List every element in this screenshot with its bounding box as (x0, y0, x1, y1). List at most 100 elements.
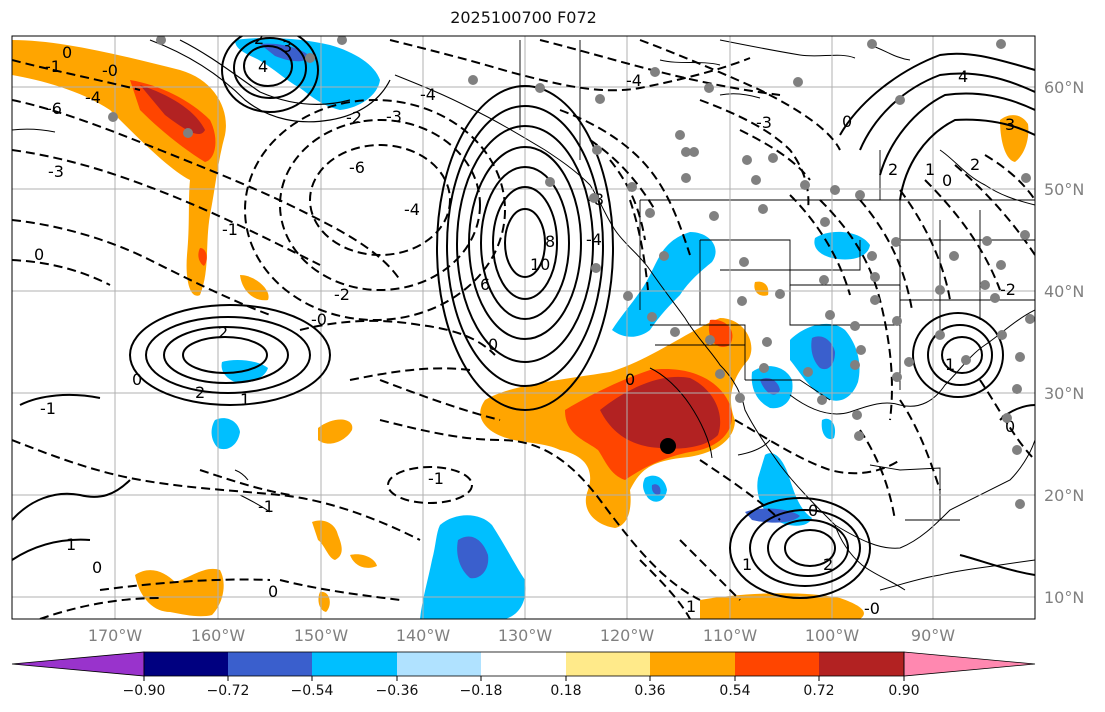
svg-text:0: 0 (34, 245, 44, 264)
colorbar-tick-label: −0.90 (122, 683, 166, 699)
lat-label: 10°N (1044, 588, 1085, 607)
svg-text:-0: -0 (864, 599, 880, 618)
svg-text:-6: -6 (46, 99, 62, 118)
thin-contours (149, 39, 391, 123)
svg-text:3: 3 (282, 37, 292, 56)
svg-text:1: 1 (66, 535, 76, 554)
colorbar-swatch-7 (650, 652, 735, 676)
lat-label: 60°N (1044, 78, 1085, 97)
colorbar-tick-label: 0.36 (634, 683, 666, 699)
lon-label: 90°W (910, 626, 956, 645)
svg-text:1: 1 (925, 160, 935, 179)
svg-text:-3: -3 (48, 162, 64, 181)
svg-text:-4: -4 (420, 85, 436, 104)
svg-text:2: 2 (970, 155, 980, 174)
solid-contours (12, 36, 1035, 599)
svg-text:0: 0 (488, 335, 498, 354)
lon-label: 120°W (599, 626, 655, 645)
svg-text:6: 6 (480, 275, 490, 294)
political-borders (519, 40, 1035, 521)
positive-anomaly-shading (12, 40, 1029, 619)
svg-text:-1: -1 (45, 57, 61, 76)
colorbar-swatch-10 (903, 651, 1036, 677)
svg-text:2: 2 (218, 323, 228, 342)
svg-text:-4: -4 (626, 71, 642, 90)
colorbar-swatch-4 (397, 652, 481, 676)
svg-text:-2: -2 (346, 108, 362, 127)
colorbar-swatch-6 (566, 652, 650, 676)
svg-text:-1: -1 (40, 399, 56, 418)
svg-text:4: 4 (958, 67, 968, 86)
svg-text:-3: -3 (756, 113, 772, 132)
lon-label: 170°W (87, 626, 143, 645)
svg-text:-1: -1 (258, 497, 274, 516)
svg-text:-0: -0 (311, 310, 327, 329)
colorbar-swatch-1 (144, 652, 228, 676)
contour-labels: 0 -1 -0 -4 -6 -3 0 -1 1 0 2 2 1 0 -1 -2 … (34, 29, 1016, 618)
svg-text:0: 0 (808, 501, 818, 520)
svg-text:2: 2 (888, 160, 898, 179)
svg-text:0: 0 (132, 370, 142, 389)
svg-text:0: 0 (1005, 417, 1015, 436)
lon-label: 110°W (702, 626, 758, 645)
colorbar (11, 651, 1036, 681)
svg-text:2: 2 (195, 383, 205, 402)
svg-text:-1: -1 (222, 220, 238, 239)
svg-text:1: 1 (945, 355, 955, 374)
svg-text:4: 4 (258, 57, 268, 76)
svg-text:-4: -4 (85, 88, 101, 107)
station-markers (108, 36, 1035, 509)
lat-lon-grid (12, 36, 1035, 619)
svg-text:-4: -4 (586, 230, 602, 249)
lat-label: 30°N (1044, 384, 1085, 403)
colorbar-tick-label: −0.18 (459, 683, 503, 699)
map-content: 0 -1 -0 -4 -6 -3 0 -1 1 0 2 2 1 0 -1 -2 … (12, 29, 1035, 619)
svg-text:1: 1 (686, 597, 696, 616)
svg-text:3: 3 (1005, 115, 1015, 134)
svg-text:1: 1 (240, 390, 250, 409)
colorbar-tick-label: −0.72 (206, 683, 250, 699)
svg-text:0: 0 (842, 112, 852, 131)
colorbar-tick-label: 0.90 (888, 683, 920, 699)
lat-label: 40°N (1044, 282, 1085, 301)
svg-text:1: 1 (742, 555, 752, 574)
svg-text:-6: -6 (349, 158, 365, 177)
svg-text:-1: -1 (428, 469, 444, 488)
svg-text:0: 0 (62, 43, 72, 62)
svg-text:-0: -0 (102, 61, 118, 80)
svg-text:0: 0 (92, 558, 102, 577)
svg-text:2: 2 (823, 555, 833, 574)
negative-anomaly-shading (211, 37, 870, 619)
lon-label: 150°W (293, 626, 349, 645)
svg-text:0: 0 (268, 582, 278, 601)
coastlines (12, 39, 1035, 591)
svg-text:0: 0 (625, 370, 635, 389)
colorbar-swatch-8 (735, 652, 819, 676)
colorbar-tick-label: 0.54 (719, 683, 751, 699)
colorbar-swatch-9 (819, 652, 904, 676)
colorbar-swatch-2 (228, 652, 312, 676)
colorbar-tick-label: −0.36 (375, 683, 419, 699)
map-frame (11, 35, 1036, 620)
svg-text:-2: -2 (334, 285, 350, 304)
lon-label: 140°W (395, 626, 451, 645)
lat-label: 50°N (1044, 180, 1085, 199)
svg-text:-2: -2 (1000, 280, 1016, 299)
map-title: 2025100700 F072 (450, 8, 597, 27)
colorbar-tick-label: 0.18 (550, 683, 582, 699)
colorbar-swatch-0 (11, 651, 145, 677)
svg-text:8: 8 (545, 232, 555, 251)
storm-center-marker (660, 438, 676, 454)
lon-label: 130°W (497, 626, 553, 645)
svg-text:-4: -4 (404, 200, 420, 219)
colorbar-tick-label: 0.72 (803, 683, 835, 699)
colorbar-swatch-5 (481, 652, 566, 676)
lat-label: 20°N (1044, 486, 1085, 505)
lon-label: 160°W (190, 626, 246, 645)
svg-text:0: 0 (942, 171, 952, 190)
lon-label: 100°W (804, 626, 860, 645)
svg-text:2: 2 (254, 29, 264, 48)
colorbar-tick-label: −0.54 (290, 683, 334, 699)
colorbar-swatch-3 (312, 652, 397, 676)
